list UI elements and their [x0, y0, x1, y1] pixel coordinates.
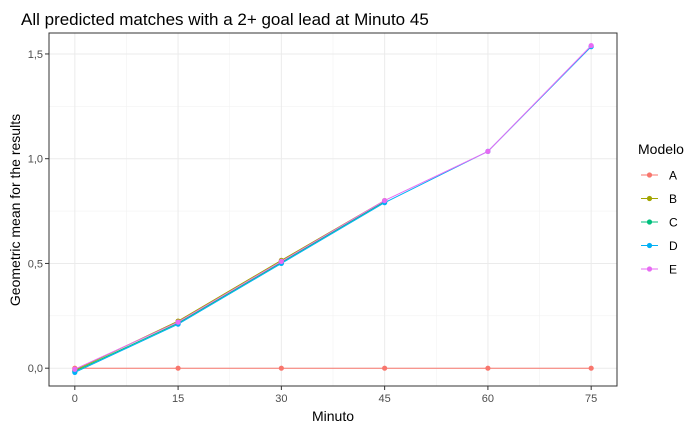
- data-point: [278, 365, 284, 371]
- data-point: [588, 42, 594, 49]
- legend-item-C: C: [641, 216, 678, 230]
- data-point: [382, 197, 388, 204]
- y-tick-label: 0,5: [28, 258, 43, 270]
- legend-label: B: [669, 192, 677, 206]
- legend-item-A: A: [641, 169, 677, 183]
- legend-item-B: B: [641, 192, 677, 206]
- x-tick-label: 75: [585, 393, 597, 405]
- data-point: [485, 365, 491, 371]
- legend-item-E: E: [641, 263, 677, 277]
- legend-item-D: D: [641, 239, 678, 253]
- data-point: [175, 365, 181, 371]
- series-line: [74, 201, 385, 372]
- x-tick-label: 45: [379, 393, 391, 405]
- x-tick-label: 60: [482, 393, 494, 405]
- plot-panel: [48, 32, 618, 387]
- series-line: [74, 45, 592, 370]
- y-tick-label: 1,0: [28, 154, 43, 166]
- x-tick-label: 30: [275, 393, 287, 405]
- data-point: [278, 258, 284, 264]
- data-point: [588, 365, 594, 371]
- data-point: [72, 366, 78, 372]
- y-axis-title: Geometric mean for the results: [7, 114, 23, 306]
- x-tick-label: 0: [72, 393, 78, 405]
- y-tick-label: 1,5: [28, 49, 43, 61]
- series-group: [72, 42, 594, 375]
- legend-label: E: [669, 263, 677, 277]
- series-E: [72, 42, 594, 372]
- data-point: [485, 148, 491, 154]
- chart-title: All predicted matches with a 2+ goal lea…: [21, 10, 429, 29]
- legend-title: Modelo: [638, 141, 684, 157]
- x-axis: 0 15 30 45 60 75: [72, 386, 597, 405]
- legend-label: C: [669, 216, 678, 230]
- y-axis: 0,0 0,5 1,0 1,5: [28, 49, 49, 375]
- data-point: [175, 319, 181, 325]
- legend-key-point: [646, 242, 653, 249]
- legend-key-point: [646, 266, 653, 272]
- y-tick-label: 0,0: [28, 363, 43, 375]
- x-tick-label: 15: [172, 393, 184, 405]
- x-axis-title: Minuto: [312, 408, 354, 424]
- panel-border: [48, 32, 618, 387]
- data-point: [382, 365, 388, 371]
- legend-key-point: [646, 172, 653, 178]
- legend-key-point: [646, 219, 653, 225]
- legend-label: D: [669, 239, 678, 253]
- legend-key-point: [646, 195, 653, 202]
- legend-label: A: [669, 169, 677, 183]
